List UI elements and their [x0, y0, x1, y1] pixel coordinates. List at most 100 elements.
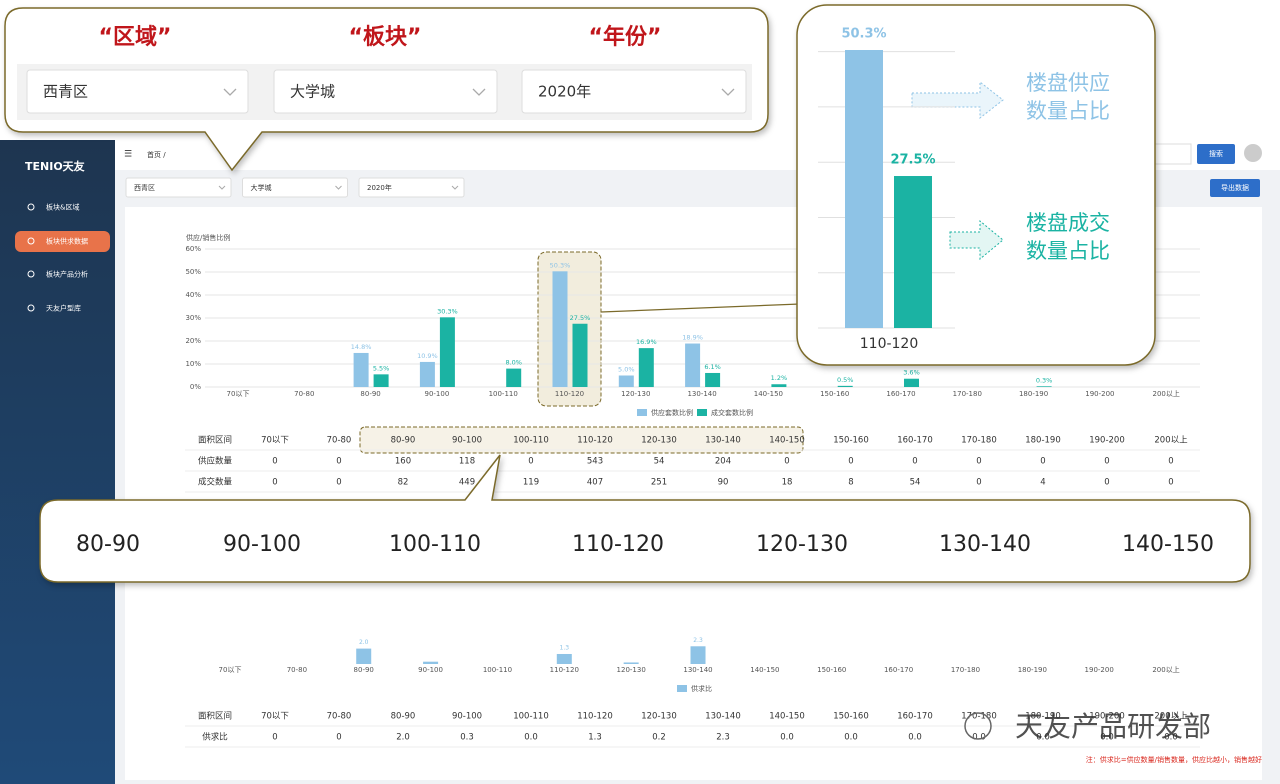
export-button[interactable]: [1210, 179, 1260, 197]
legend-swatch: [637, 409, 647, 416]
table-cell: 54: [910, 478, 921, 488]
y-tick-label: 0%: [190, 383, 201, 391]
table-cell: 449: [459, 478, 475, 488]
table-header: 150-160: [833, 712, 869, 722]
bar: [690, 646, 706, 664]
range-label: 100-110: [389, 532, 481, 557]
value-label: 3.6%: [903, 369, 920, 377]
table-cell: 18: [782, 478, 793, 488]
filter-title: “年份”: [589, 24, 662, 50]
menu-item[interactable]: 板块&区域: [46, 203, 79, 212]
bar: [353, 352, 369, 387]
table-cell: 0: [336, 478, 341, 488]
table-cell: 407: [587, 478, 603, 488]
x-tick-label: 110-120: [555, 390, 584, 398]
menu-item[interactable]: 板块供求数据: [46, 237, 88, 246]
x-tick-label: 200以上: [1153, 389, 1180, 398]
x-tick-label: 90-100: [418, 666, 443, 674]
value-label: 5.5%: [373, 364, 390, 372]
table-cell: 0: [1168, 478, 1173, 488]
value-label: 50.3%: [550, 261, 571, 269]
table-header: 130-140: [705, 712, 741, 722]
range-label: 140-150: [1122, 532, 1214, 557]
table-header: 180-190: [1025, 436, 1061, 446]
value-label: 6.1%: [704, 363, 721, 371]
value-label: 2.3: [693, 637, 703, 644]
x-tick-label: 180-190: [1018, 666, 1047, 674]
table-header: 70-80: [327, 436, 352, 446]
x-tick-label: 70以下: [227, 390, 250, 398]
x-tick-label: 100-110: [489, 390, 518, 398]
table-header: 70-80: [327, 712, 352, 722]
select[interactable]: [26, 69, 249, 114]
table-header: 130-140: [705, 436, 741, 446]
select-value: 2020年: [538, 83, 591, 101]
select[interactable]: [125, 177, 232, 198]
table-cell: 0: [912, 457, 917, 467]
table-cell: 0: [336, 733, 341, 743]
x-tick-label: 160-170: [886, 390, 915, 398]
table-cell: 0.0: [524, 733, 538, 743]
table-cell: 8: [848, 478, 853, 488]
row-label: 供应数量: [198, 456, 233, 467]
value-label: 1.2%: [771, 374, 788, 382]
table-cell: 0.0: [972, 733, 986, 743]
table-cell: 82: [398, 478, 409, 488]
legend-label: 供求比: [691, 684, 712, 693]
bar: [638, 348, 654, 387]
table-header: 70以下: [261, 712, 289, 722]
avatar[interactable]: [1244, 144, 1262, 162]
menu-item[interactable]: 天友户型库: [46, 304, 81, 313]
range-label: 90-100: [223, 532, 301, 557]
bar: [1036, 386, 1052, 387]
x-tick-label: 150-160: [817, 666, 846, 674]
legend-label: 供应套数比例: [651, 408, 693, 417]
table-cell: 0: [272, 457, 277, 467]
table-header: 170-180: [961, 436, 997, 446]
table-cell: 118: [459, 457, 475, 467]
y-tick-label: 10%: [185, 360, 201, 368]
value-label: 2.0: [359, 639, 369, 646]
logo: TENIO天友: [25, 159, 85, 173]
footnote: 注：供求比=供应数量/销售数量，供应比越小，销售越好: [1086, 755, 1262, 764]
select[interactable]: [273, 69, 498, 114]
x-tick-label: 180-190: [1019, 390, 1048, 398]
table-header: 面积区间: [198, 435, 232, 446]
callout-note: 楼盘供应: [1026, 71, 1110, 95]
bar: [705, 372, 721, 387]
table-header: 160-170: [897, 712, 933, 722]
table-cell: 1.3: [588, 733, 602, 743]
select[interactable]: [242, 177, 348, 198]
x-tick-label: 170-180: [951, 666, 980, 674]
table-cell: 0.3: [460, 733, 474, 743]
filter-title: “区域”: [99, 24, 172, 50]
legend-swatch: [677, 685, 687, 692]
search-button[interactable]: [1197, 144, 1235, 164]
table-cell: 160: [395, 457, 411, 467]
bar: [423, 661, 439, 664]
chevron: [451, 185, 459, 190]
export-button-label: 导出数据: [1221, 183, 1249, 192]
x-tick-label: 90-100: [425, 390, 450, 398]
select[interactable]: [521, 69, 747, 114]
x-tick-label: 130-140: [683, 666, 712, 674]
chevron: [472, 88, 486, 96]
x-tick-label: 70以下: [219, 666, 242, 674]
bar: [894, 176, 932, 328]
bar: [618, 375, 634, 387]
table-cell: 0.0: [1164, 733, 1178, 743]
menu-toggle[interactable]: ☰: [124, 150, 132, 160]
table-header: 100-110: [513, 712, 549, 722]
select-value: 2020年: [367, 183, 392, 192]
select[interactable]: [358, 177, 465, 198]
x-tick-label: 70-80: [294, 390, 314, 398]
menu-item[interactable]: 板块产品分析: [46, 270, 88, 279]
table-header: 200以上: [1154, 436, 1188, 446]
table-header: 140-150: [769, 436, 805, 446]
table-header: 190-200: [1089, 712, 1125, 722]
table-cell: 0: [976, 478, 981, 488]
table-cell: 54: [654, 457, 665, 467]
table-header: 140-150: [769, 712, 805, 722]
row-label: 成交数量: [198, 477, 233, 488]
